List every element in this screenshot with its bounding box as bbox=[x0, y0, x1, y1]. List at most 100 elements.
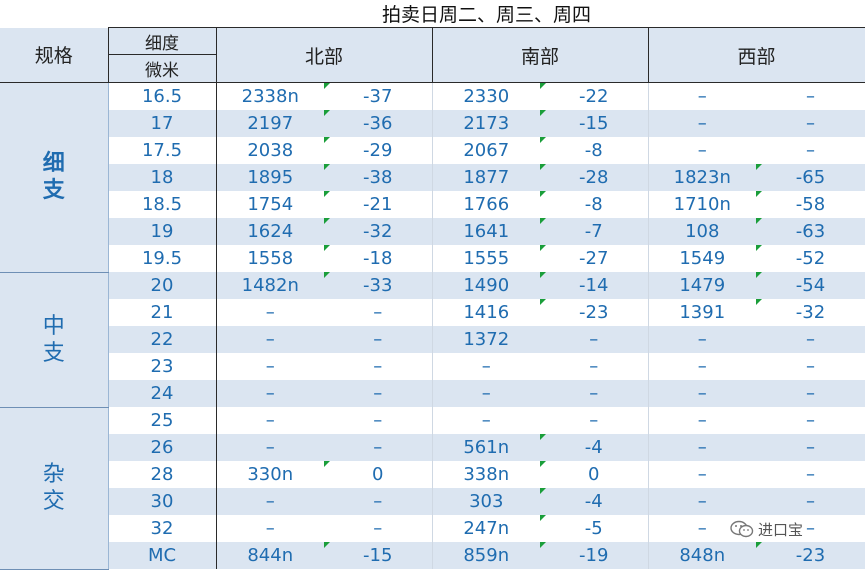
change-cell: – bbox=[324, 407, 433, 434]
table-row: 细支 16.5 2338n -37 2330 -22– – bbox=[0, 82, 865, 273]
price-cell: – bbox=[648, 434, 756, 461]
change-cell: -33 bbox=[324, 272, 433, 299]
price-cell: – bbox=[216, 488, 324, 515]
price-cell: 1641 bbox=[432, 218, 540, 245]
micron-cell: 21 bbox=[108, 299, 217, 326]
micron-cell: 19 bbox=[108, 218, 217, 245]
price-cell: – bbox=[697, 140, 707, 161]
change-cell: – bbox=[806, 86, 815, 107]
price-cell: – bbox=[481, 410, 491, 431]
price-cell: – bbox=[265, 518, 275, 539]
region-header-west: 西部 bbox=[648, 27, 865, 83]
change-cell: -14 bbox=[540, 272, 649, 299]
price-cell: – bbox=[697, 518, 707, 539]
group-label: 细支 bbox=[42, 151, 65, 204]
table-row: 28 330n 0 338n 0 – – bbox=[0, 461, 865, 488]
change-cell: -15 bbox=[540, 110, 649, 137]
price-cell: – bbox=[216, 380, 324, 407]
micron-cell: 32 bbox=[108, 515, 217, 542]
change-cell: – bbox=[324, 380, 433, 407]
unit-header: 微米 bbox=[108, 54, 217, 83]
corner-cell bbox=[0, 0, 108, 28]
table-row: 23 – – – – – – bbox=[0, 353, 865, 380]
change-cell: -22 bbox=[540, 82, 649, 110]
change-cell: – bbox=[324, 515, 433, 542]
price-cell: 1558 bbox=[247, 248, 294, 269]
micron-cell: 28 bbox=[108, 461, 217, 488]
table-row: 30– –303 -4– – bbox=[0, 488, 865, 515]
table-row: 19.5 1558 -18 1555 -27 1549 -52 bbox=[0, 245, 865, 272]
change-cell: -37 bbox=[324, 82, 433, 110]
price-cell: – bbox=[697, 356, 707, 377]
table-title: 拍卖日周二、周三、周四 bbox=[108, 0, 865, 28]
change-cell: – bbox=[806, 140, 815, 161]
price-cell: 1823n bbox=[648, 164, 756, 191]
region-header-north: 北部 bbox=[216, 27, 433, 83]
micron-cell: MC bbox=[108, 542, 217, 569]
price-cell: 303 bbox=[432, 488, 540, 515]
change-cell: – bbox=[756, 488, 865, 515]
group-label-cell: 杂交 bbox=[0, 407, 109, 570]
change-cell: -54 bbox=[756, 272, 865, 299]
change-cell: – bbox=[806, 410, 815, 431]
price-cell: 1391 bbox=[679, 302, 726, 323]
price-cell: 108 bbox=[648, 218, 756, 245]
change-cell: -23 bbox=[756, 542, 865, 569]
price-cell: – bbox=[265, 302, 275, 323]
change-cell: -18 bbox=[324, 245, 433, 272]
micron-cell: 20 bbox=[108, 272, 217, 299]
change-cell: -52 bbox=[756, 245, 865, 272]
change-cell: – bbox=[806, 464, 815, 485]
price-cell: 2330 bbox=[463, 86, 510, 107]
price-cell: 1490 bbox=[432, 272, 540, 299]
micron-cell: 16.5 bbox=[108, 82, 217, 110]
change-cell: -7 bbox=[540, 218, 649, 245]
group-label-cell: 中支 bbox=[0, 272, 109, 408]
price-cell: – bbox=[432, 380, 540, 407]
change-cell: – bbox=[324, 353, 433, 380]
change-cell: – bbox=[540, 353, 649, 380]
price-cell: 2338n bbox=[241, 86, 299, 107]
change-cell: -8 bbox=[540, 191, 649, 218]
price-cell: 844n bbox=[216, 542, 324, 569]
change-cell: -19 bbox=[540, 542, 649, 569]
change-cell: 0 bbox=[324, 461, 433, 488]
change-cell: – bbox=[324, 299, 433, 326]
table-row: 中支 20 1482n -33 1490 -14 1479 -54 bbox=[0, 272, 865, 408]
price-cell: – bbox=[216, 434, 324, 461]
table-row: 杂交 25– – – – – – bbox=[0, 407, 865, 570]
price-cell: – bbox=[648, 488, 756, 515]
group-label-cell: 细支 bbox=[0, 82, 109, 273]
change-cell: -38 bbox=[324, 164, 433, 191]
watermark: 进口宝 bbox=[728, 516, 806, 542]
price-cell: – bbox=[481, 356, 491, 377]
price-cell: 1766 bbox=[463, 194, 510, 215]
change-cell: -15 bbox=[324, 542, 433, 569]
wechat-icon bbox=[730, 520, 754, 538]
table-row: 22– –1372– – – bbox=[0, 326, 865, 353]
change-cell: – bbox=[756, 110, 865, 137]
change-cell: -28 bbox=[540, 164, 649, 191]
table-row: 26– –561n -4– – bbox=[0, 434, 865, 461]
price-cell: – bbox=[648, 380, 756, 407]
change-cell: – bbox=[324, 488, 433, 515]
change-cell: -32 bbox=[324, 218, 433, 245]
change-cell: 0 bbox=[540, 461, 649, 488]
change-cell: -29 bbox=[324, 137, 433, 164]
price-cell: – bbox=[648, 110, 756, 137]
change-cell: -32 bbox=[756, 299, 865, 326]
change-cell: -5 bbox=[540, 515, 649, 542]
price-cell: – bbox=[216, 326, 324, 353]
price-cell: 848n bbox=[648, 542, 756, 569]
fineness-header: 细度 bbox=[108, 27, 217, 55]
price-cell: – bbox=[648, 326, 756, 353]
change-cell: – bbox=[806, 518, 815, 539]
price-cell: – bbox=[265, 356, 275, 377]
price-cell: 1895 bbox=[216, 164, 324, 191]
change-cell: -63 bbox=[756, 218, 865, 245]
micron-cell: 30 bbox=[108, 488, 217, 515]
change-cell: -36 bbox=[324, 110, 433, 137]
price-cell: 1372 bbox=[432, 326, 540, 353]
